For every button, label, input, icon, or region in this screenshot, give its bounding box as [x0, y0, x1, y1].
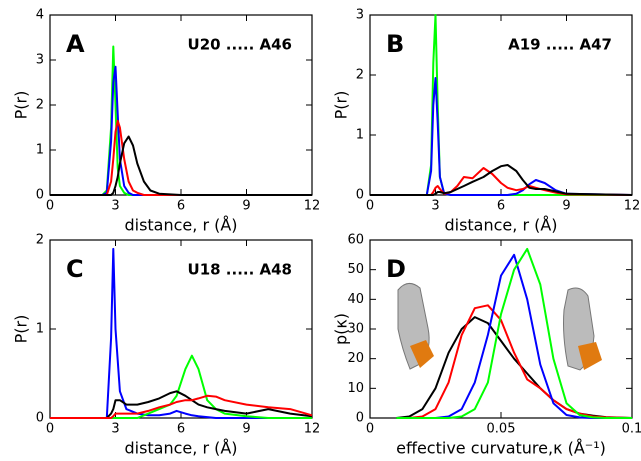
y-tick-label: 2 — [356, 68, 364, 83]
series-line — [50, 390, 313, 419]
series-line — [370, 164, 633, 196]
series-line — [370, 77, 633, 196]
x-tick-label: 6 — [177, 422, 185, 437]
y-tick-label: 0 — [36, 188, 44, 203]
y-axis-title: P(r) — [12, 91, 31, 120]
x-tick-label: 0 — [46, 199, 54, 214]
x-tick-label: 0 — [46, 422, 54, 437]
x-axis-title: distance, r (Å) — [124, 216, 237, 235]
x-tick-label: 3 — [111, 422, 119, 437]
y-axis-title: P(r) — [12, 315, 31, 344]
series-line — [50, 135, 312, 196]
x-tick-label: 0 — [366, 422, 374, 437]
series-line — [396, 304, 633, 419]
x-tick-label: 12 — [304, 199, 321, 214]
series-line — [50, 394, 313, 419]
panel-letter: D — [386, 255, 406, 283]
series-line — [50, 45, 312, 196]
x-tick-label: 12 — [624, 199, 641, 214]
y-tick-label: 0 — [356, 411, 364, 426]
x-tick-label: 3 — [431, 199, 439, 214]
y-tick-label: 1 — [36, 143, 44, 158]
x-tick-label: 0.1 — [622, 422, 641, 437]
x-tick-label: 6 — [177, 199, 185, 214]
annotation: U20 ..... A46 — [188, 36, 292, 54]
x-axis-title: distance, r (Å) — [124, 439, 237, 458]
y-tick-label: 20 — [347, 351, 364, 366]
rna-structure-left — [397, 283, 434, 370]
y-tick-label: 2 — [36, 98, 44, 113]
series-line — [50, 65, 312, 196]
y-axis-title: P(r) — [332, 91, 351, 120]
y-tick-label: 50 — [347, 262, 364, 277]
x-tick-label: 12 — [304, 422, 321, 437]
series-line — [50, 354, 312, 419]
x-tick-label: 9 — [242, 422, 250, 437]
y-tick-label: 0 — [356, 188, 364, 203]
x-tick-label: 0 — [366, 199, 374, 214]
y-tick-label: 0 — [36, 411, 44, 426]
series-line — [396, 247, 632, 419]
y-tick-label: 60 — [347, 233, 364, 248]
panel-letter: C — [66, 255, 84, 283]
y-tick-label: 30 — [347, 322, 364, 337]
x-tick-label: 9 — [562, 199, 570, 214]
y-tick-label: 3 — [356, 8, 364, 23]
panel-letter: B — [386, 30, 404, 58]
series-line — [396, 316, 633, 419]
annotation: U18 ..... A48 — [188, 261, 292, 279]
y-tick-label: 3 — [36, 53, 44, 68]
series-line — [50, 247, 312, 419]
y-tick-label: 1 — [356, 128, 364, 143]
y-tick-label: 1 — [36, 322, 44, 337]
y-tick-label: 40 — [347, 292, 364, 307]
x-tick-label: 6 — [497, 199, 505, 214]
y-tick-label: 10 — [347, 381, 364, 396]
x-axis-title: distance, r (Å) — [444, 216, 557, 235]
x-axis-title: effective curvature,κ (Å⁻¹) — [396, 439, 606, 458]
x-tick-label: 0.05 — [487, 422, 516, 437]
series-line — [50, 119, 312, 196]
rna-structure-right — [563, 287, 602, 371]
x-tick-label: 3 — [111, 199, 119, 214]
y-tick-label: 4 — [36, 8, 44, 23]
annotation: A19 ..... A47 — [508, 36, 612, 54]
panel-letter: A — [66, 30, 85, 58]
y-axis-title: p(κ) — [332, 313, 351, 345]
panel: 0 0.05 0.1 0 10 20 30 40 50 60 effective curvature… — [332, 233, 641, 458]
x-tick-label: 9 — [242, 199, 250, 214]
y-tick-label: 2 — [36, 233, 44, 248]
